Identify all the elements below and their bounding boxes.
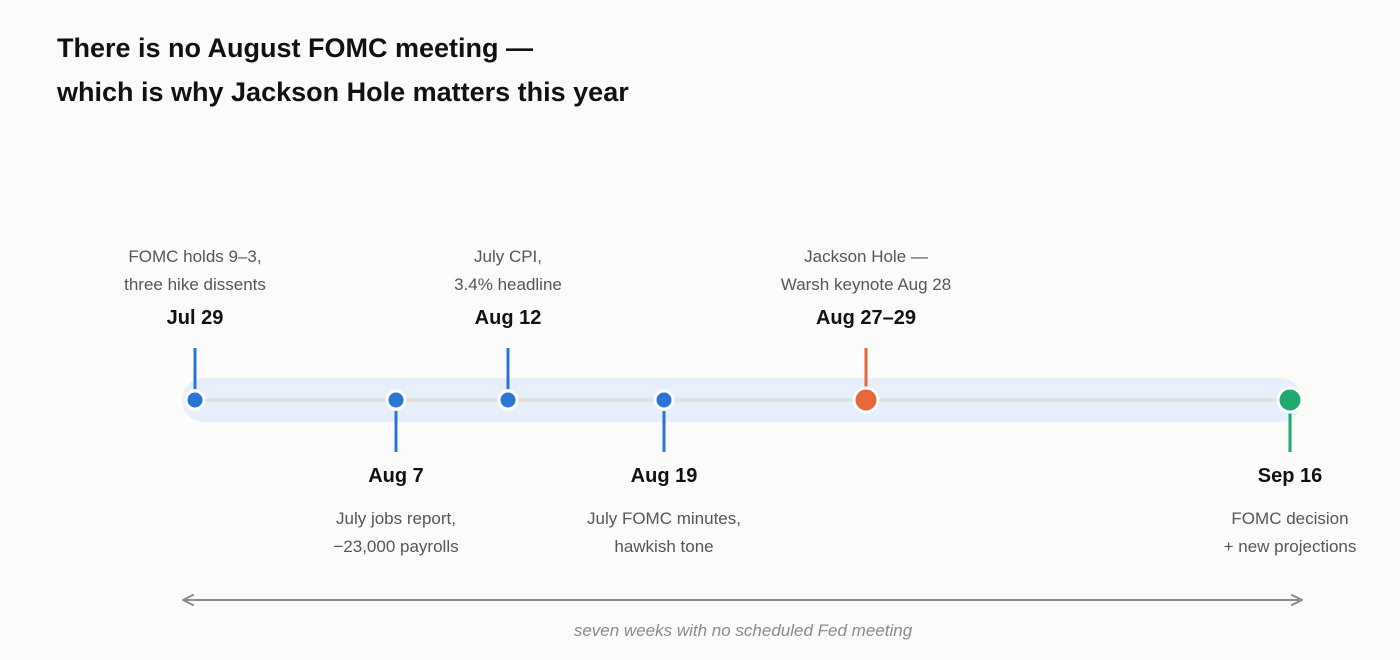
- event-date: Aug 19: [631, 465, 698, 487]
- event-description-line: July FOMC minutes,: [587, 509, 741, 528]
- events-layer: Jul 29 FOMC holds 9–3, three hike dissents…: [124, 247, 1356, 556]
- event-marker: [385, 389, 407, 411]
- event-description-line: three hike dissents: [124, 275, 266, 294]
- event-date: Jul 29: [167, 307, 224, 329]
- timeline-event: Aug 12 July CPI, 3.4% headline: [454, 247, 562, 411]
- event-description-line: FOMC decision: [1231, 509, 1348, 528]
- event-marker: [653, 389, 675, 411]
- event-description-line: −23,000 payrolls: [333, 537, 458, 556]
- span-label: seven weeks with no scheduled Fed meetin…: [574, 621, 913, 640]
- timeline-event: Aug 7 July jobs report, −23,000 payrolls: [333, 389, 459, 556]
- event-description-line: July jobs report,: [336, 509, 456, 528]
- event-date: Aug 12: [475, 307, 542, 329]
- timeline-event: Jul 29 FOMC holds 9–3, three hike dissents: [124, 247, 266, 411]
- event-description-line: 3.4% headline: [454, 275, 562, 294]
- event-marker: [184, 389, 206, 411]
- event-marker-major: [1276, 386, 1304, 414]
- event-date: Aug 7: [368, 465, 424, 487]
- title-line-1: There is no August FOMC meeting —: [57, 33, 534, 63]
- event-marker-major: [852, 386, 880, 414]
- timeline-event: Aug 19 July FOMC minutes, hawkish tone: [587, 389, 741, 556]
- timeline-event: Sep 16 FOMC decision + new projections: [1224, 386, 1357, 556]
- event-description-line: hawkish tone: [614, 537, 713, 556]
- timeline-event: Aug 27–29 Jackson Hole — Warsh keynote Aug…: [781, 247, 951, 414]
- event-date: Sep 16: [1258, 465, 1322, 487]
- event-description-line: FOMC holds 9–3,: [128, 247, 261, 266]
- event-description-line: Jackson Hole —: [804, 247, 928, 266]
- event-description-line: + new projections: [1224, 537, 1357, 556]
- event-date: Aug 27–29: [816, 307, 916, 329]
- title-line-2: which is why Jackson Hole matters this y…: [57, 77, 629, 107]
- event-description-line: Warsh keynote Aug 28: [781, 275, 951, 294]
- event-marker: [497, 389, 519, 411]
- page-title: There is no August FOMC meeting — which …: [57, 26, 629, 114]
- event-description-line: July CPI,: [474, 247, 542, 266]
